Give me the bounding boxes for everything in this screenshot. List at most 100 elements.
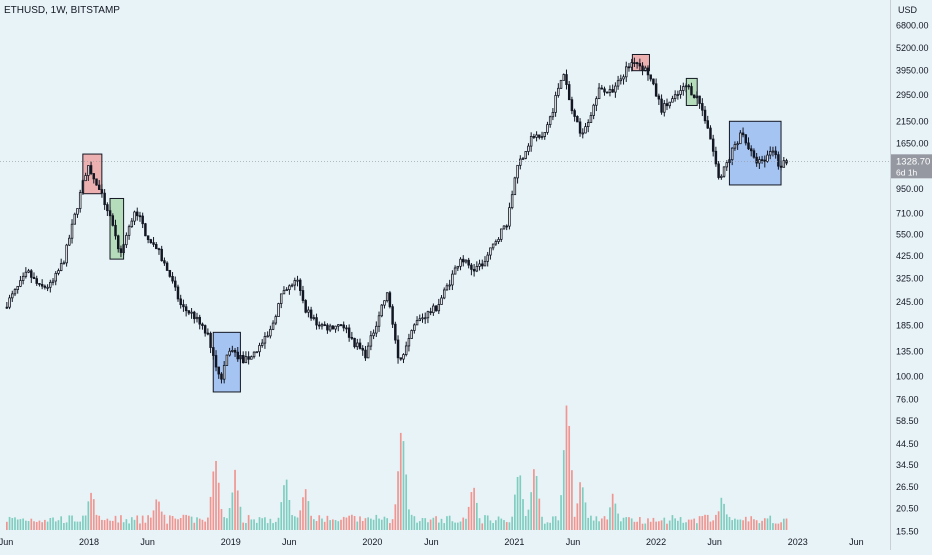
candle-body [448, 284, 451, 287]
volume-bar [402, 441, 405, 530]
candle-body [269, 328, 272, 337]
volume-bar [128, 523, 130, 530]
volume-bar [454, 522, 456, 530]
volume-bar [370, 518, 372, 530]
last-price-countdown: 6d 1h [896, 167, 918, 177]
volume-bar [421, 518, 424, 530]
candle-body [538, 134, 541, 138]
candle-body [744, 134, 748, 144]
candle-body [32, 276, 36, 280]
price-tick-label: 2950.00 [896, 90, 929, 100]
candles [5, 57, 788, 384]
volume-bar [516, 476, 519, 530]
volume-bar [337, 521, 340, 530]
volume-bar [201, 519, 204, 530]
candle-body [562, 74, 566, 81]
candle-body [513, 177, 517, 196]
volume-bar [687, 519, 690, 530]
candle-body [57, 270, 60, 274]
volume-bar [579, 482, 581, 530]
volume-bar [638, 517, 641, 530]
candle-body [304, 300, 307, 313]
volume-bar [73, 521, 76, 530]
candle-body [385, 292, 389, 302]
candle-body [752, 150, 756, 158]
price-tick-label: 76.00 [896, 394, 919, 404]
volume-bar [255, 522, 258, 530]
candle-body [676, 94, 680, 96]
candle-body [673, 94, 677, 99]
volume-bar [391, 519, 394, 530]
price-axis: 6800.00 5200.00 3950.00 2950.00 2150.00 1650.… [896, 21, 929, 537]
volume-bar [508, 522, 511, 530]
candle-body [176, 286, 180, 300]
volume-bar [723, 503, 725, 530]
volume-bar [565, 405, 568, 530]
candle-body [46, 286, 49, 289]
candle-body [584, 126, 587, 134]
volume-bar [427, 522, 429, 530]
volume-bar [465, 518, 467, 530]
candle-body [358, 342, 362, 349]
candle-body [682, 86, 685, 91]
candle-body [388, 292, 392, 308]
volume-bar [717, 511, 720, 530]
volume-bar [19, 519, 22, 530]
candle-body [133, 211, 136, 222]
candle-body [279, 293, 283, 304]
candle-body [573, 110, 576, 117]
volume-bar [715, 514, 717, 530]
candle-body [163, 260, 166, 264]
candle-body [519, 158, 522, 166]
volume-bar [190, 516, 193, 530]
volume-bar [435, 516, 437, 530]
candle-body [554, 95, 557, 113]
volume-bar [549, 522, 552, 530]
volume-bar [304, 489, 307, 530]
volume-bar [285, 479, 288, 530]
volume-bar [456, 522, 459, 530]
volume-bar [348, 515, 350, 530]
volume-bar [500, 518, 503, 530]
volume-bar [223, 517, 226, 530]
candle-body [540, 136, 544, 138]
volume-bar [44, 519, 46, 530]
time-tick-label: Jun [282, 537, 297, 547]
volume-bar [321, 518, 323, 530]
volume-bar [193, 522, 196, 530]
candle-body [407, 338, 411, 347]
candle-body [453, 267, 457, 275]
volume-bar [394, 504, 397, 530]
candle-body [660, 98, 663, 113]
candle-body [410, 330, 413, 339]
highlight-box-border [631, 53, 650, 72]
candle-body [475, 265, 479, 272]
volume-bar [481, 523, 484, 530]
volume-bar [772, 523, 774, 530]
candle-body [299, 279, 302, 291]
volume-bar [76, 521, 79, 530]
volume-bar [747, 521, 750, 530]
volume-bar [416, 522, 418, 530]
volume-bar [777, 523, 780, 530]
candle-body [241, 355, 245, 364]
candle-body [141, 215, 144, 225]
candle-body [5, 306, 9, 309]
candle-body [690, 86, 693, 96]
volume-bar [503, 520, 505, 530]
candle-body [711, 138, 715, 152]
volume-bar [326, 515, 329, 530]
candle-body [641, 65, 644, 71]
volume-bar [519, 475, 522, 530]
volume-bar [511, 516, 513, 530]
candle-body [521, 157, 525, 160]
candle-body [774, 150, 777, 156]
volume-bar [492, 522, 494, 530]
volume-bar [709, 521, 712, 530]
volume-bar [117, 522, 120, 530]
price-tick-label: 5200.00 [896, 43, 929, 53]
volume-bar [524, 516, 527, 530]
volume-bar [130, 517, 133, 530]
